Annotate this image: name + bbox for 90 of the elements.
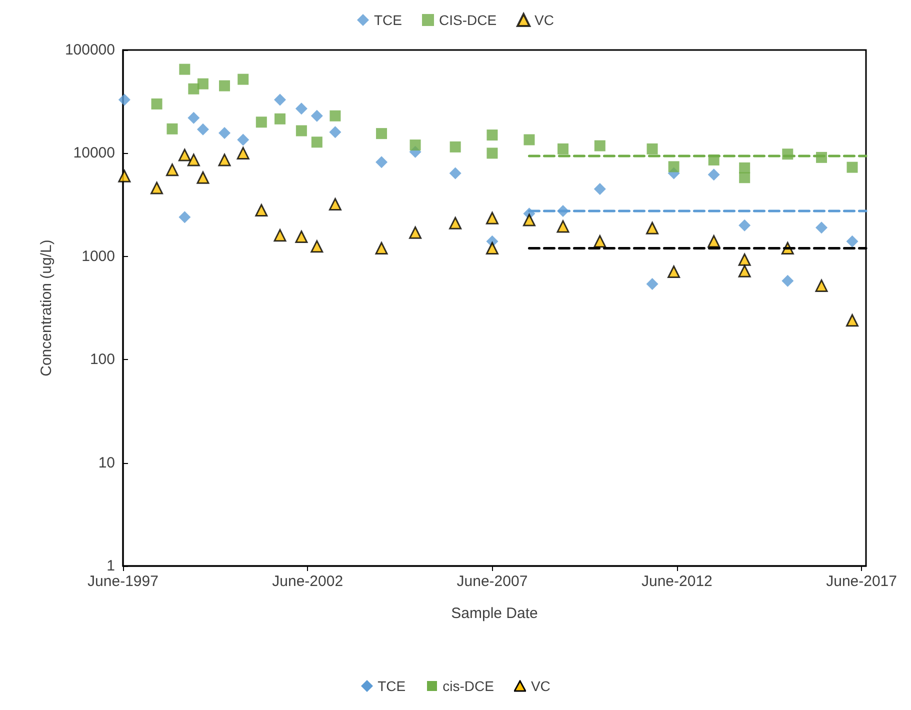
point	[256, 116, 267, 128]
point	[486, 130, 498, 141]
point	[151, 98, 162, 110]
text: TCE	[378, 678, 406, 694]
text: cis-DCE	[442, 678, 494, 694]
point	[815, 279, 828, 292]
x-axis-title: Sample Date	[451, 605, 538, 622]
point	[219, 80, 230, 92]
point	[196, 171, 210, 184]
point	[486, 212, 498, 224]
point	[782, 274, 794, 287]
point	[450, 141, 461, 152]
point	[739, 172, 750, 184]
point	[188, 83, 200, 94]
point	[594, 182, 606, 195]
point	[118, 94, 130, 106]
point	[846, 162, 858, 173]
point	[522, 214, 536, 226]
point	[646, 143, 658, 154]
y-tick-label: 100	[90, 351, 115, 368]
point	[816, 222, 828, 234]
y-tick-label: 100000	[64, 42, 115, 58]
point	[179, 64, 190, 75]
point	[486, 148, 498, 159]
point	[237, 134, 250, 146]
point	[646, 222, 659, 234]
point	[197, 78, 208, 90]
point	[150, 182, 164, 194]
point	[524, 134, 535, 146]
point	[295, 230, 308, 244]
point	[238, 74, 249, 85]
point	[376, 156, 388, 168]
point	[449, 216, 462, 230]
point	[166, 164, 178, 176]
point	[236, 146, 250, 160]
point	[188, 112, 200, 124]
point	[409, 226, 422, 239]
point	[668, 161, 680, 172]
point	[274, 229, 286, 242]
point	[295, 102, 308, 115]
point	[708, 235, 720, 248]
point	[178, 148, 191, 162]
point	[486, 242, 498, 254]
point	[310, 240, 324, 253]
point	[328, 198, 342, 211]
point	[255, 204, 268, 217]
point	[311, 136, 322, 148]
y-tick-label: 1	[106, 558, 115, 574]
point	[329, 126, 342, 138]
point	[376, 128, 388, 140]
point	[668, 266, 680, 278]
point	[187, 154, 200, 166]
point	[218, 126, 231, 139]
legend-label: VC	[534, 12, 554, 28]
x-tick-label: June-2017	[826, 573, 898, 590]
point	[556, 220, 570, 233]
point	[218, 154, 231, 166]
point	[274, 113, 286, 124]
point	[846, 314, 858, 327]
point	[557, 143, 568, 154]
x-tick-label: June-1997	[88, 573, 158, 590]
x-tick-label: June-2012	[641, 573, 712, 590]
point	[118, 170, 131, 182]
point	[410, 140, 421, 151]
point	[594, 140, 606, 152]
point	[166, 123, 178, 134]
point	[310, 110, 323, 122]
text: VC	[530, 678, 550, 694]
point	[846, 235, 858, 248]
point	[594, 235, 606, 248]
y-axis-title: Concentration (ug/L)	[38, 240, 56, 376]
legend-label: TCE	[374, 12, 402, 28]
point	[738, 264, 751, 278]
point	[449, 167, 462, 180]
x-tick-label: June-2002	[272, 573, 344, 590]
point	[375, 242, 388, 254]
point	[646, 278, 658, 290]
point	[296, 125, 307, 136]
point	[738, 253, 751, 266]
point	[196, 123, 209, 136]
point	[708, 168, 720, 181]
legend-label: CIS-DCE	[438, 12, 497, 28]
point	[274, 94, 286, 106]
y-tick-label: 10000	[73, 144, 115, 162]
point	[330, 110, 341, 122]
point	[178, 211, 191, 224]
y-tick-label: 1000	[82, 248, 115, 265]
x-tick-label: June-2007	[456, 573, 528, 590]
point	[738, 219, 751, 232]
y-tick-label: 10	[98, 454, 115, 472]
